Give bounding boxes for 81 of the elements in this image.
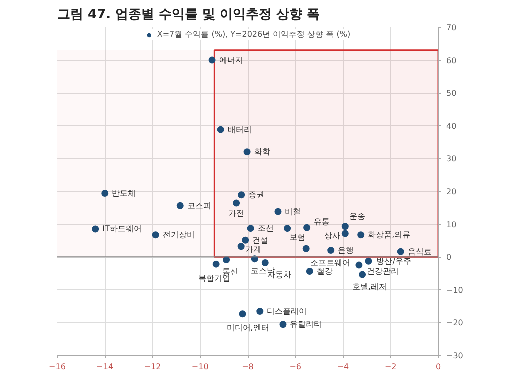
- annotation: 전기장비: [162, 230, 195, 240]
- annotation: 화학: [254, 148, 270, 157]
- y-tick-label: 0: [446, 253, 452, 262]
- y-tick-label: −10: [446, 286, 464, 295]
- annotation: 가계: [245, 245, 262, 254]
- chart-title: 그림 47. 업종별 수익률 및 이익추정 상향 폭: [58, 8, 320, 22]
- point: [176, 202, 184, 210]
- x-tick-label: −2: [384, 362, 397, 372]
- y-tick-label: 30: [446, 154, 457, 164]
- point: [208, 56, 216, 64]
- annotation: 반도체: [112, 188, 136, 198]
- annotation: 운송: [349, 212, 366, 222]
- point: [239, 310, 246, 318]
- annotation: 소프트웨어: [310, 258, 350, 268]
- y-tick-label: 70: [446, 24, 457, 32]
- annotation: 건강관리: [367, 266, 400, 276]
- annotation: 방산/우주: [376, 256, 412, 266]
- point: [223, 256, 230, 264]
- point: [304, 224, 311, 232]
- point: [102, 190, 109, 197]
- annotation: 조선: [258, 224, 274, 234]
- point: [217, 126, 224, 134]
- y-tick-label: 40: [446, 122, 457, 131]
- point: [92, 226, 100, 233]
- point: [356, 262, 363, 269]
- point: [212, 260, 220, 268]
- point: [262, 260, 269, 266]
- point: [365, 258, 372, 265]
- point: [306, 268, 314, 276]
- x-tick-label: −16: [49, 362, 66, 372]
- point: [342, 230, 349, 238]
- point: [274, 208, 282, 216]
- point: [233, 200, 240, 207]
- point: [342, 223, 349, 230]
- point: [358, 232, 365, 239]
- annotation: 미디어,엔터: [226, 324, 270, 333]
- annotation: 화장품,의류: [368, 230, 411, 240]
- point: [284, 225, 292, 232]
- annotation: 비철: [285, 207, 302, 216]
- y-tick-label: 60: [446, 56, 457, 66]
- x-tick-label: −12: [144, 362, 162, 372]
- point: [302, 245, 310, 252]
- point: [238, 243, 245, 250]
- annotation: 음식료: [408, 247, 432, 256]
- x-tick-label: −10: [192, 362, 209, 372]
- point: [256, 308, 264, 316]
- y-tick-label: 10: [446, 220, 457, 230]
- point: [247, 225, 254, 232]
- annotation: 증권: [248, 190, 265, 200]
- point: [328, 247, 335, 254]
- annotation: 유통: [314, 217, 330, 226]
- annotation: 건설: [252, 236, 269, 245]
- x-tick-label: −4: [337, 362, 350, 372]
- annotation: 호텔,레저: [352, 282, 388, 292]
- annotation: 디스플레이: [267, 307, 308, 316]
- annotation: IT하드웨어: [102, 224, 142, 234]
- x-tick-label: 0: [436, 362, 442, 372]
- legend-label: X=7월 수익률 (%), Y=2026년 이익추정 상향 폭 (%): [157, 29, 351, 40]
- y-tick-label: 20: [446, 188, 457, 196]
- y-tick-label: 50: [446, 89, 457, 98]
- point: [238, 192, 246, 199]
- y-tick-label: −30: [446, 352, 464, 360]
- point: [152, 232, 160, 239]
- annotation: 철강: [316, 267, 333, 276]
- point: [280, 321, 287, 328]
- annotation: 에너지: [219, 56, 244, 65]
- annotation: 가전: [228, 208, 245, 218]
- annotation: 은행: [338, 246, 354, 256]
- point: [359, 271, 366, 278]
- annotation: 보험: [290, 233, 306, 242]
- point: [242, 236, 250, 244]
- annotation: 배터리: [228, 125, 252, 134]
- annotation: 코스피: [187, 201, 212, 210]
- y-tick-label: −20: [446, 318, 464, 328]
- point: [244, 148, 251, 156]
- x-tick-label: −8: [242, 362, 254, 372]
- annotation: 상사: [324, 231, 340, 240]
- annotation: 유틸리티: [290, 320, 322, 330]
- x-tick-label: −14: [96, 362, 114, 372]
- point: [397, 248, 404, 256]
- x-tick-label: −6: [290, 362, 302, 372]
